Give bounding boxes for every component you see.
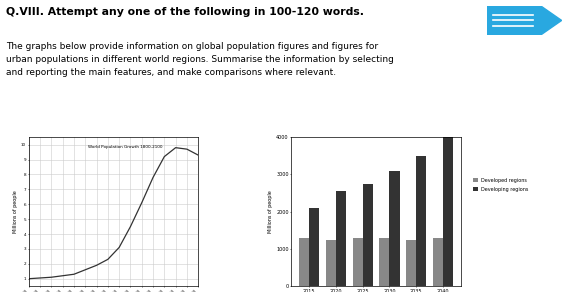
Bar (353, 238, 363, 286)
Bar (416, 156, 426, 286)
Text: World Population Growth 1800-2100: World Population Growth 1800-2100 (88, 145, 162, 149)
Polygon shape (487, 6, 562, 35)
Bar (326, 240, 336, 286)
Bar (433, 238, 443, 286)
Y-axis label: Millions of people: Millions of people (268, 190, 274, 233)
Text: Q.VIII. Attempt any one of the following in 100-120 words.: Q.VIII. Attempt any one of the following… (6, 7, 364, 17)
Text: The graphs below provide information on global population figures and figures fo: The graphs below provide information on … (6, 42, 393, 77)
Bar (406, 240, 416, 286)
Bar (380, 238, 389, 286)
Bar (299, 238, 309, 286)
Bar (363, 184, 373, 286)
Bar (336, 191, 346, 286)
Bar (443, 137, 453, 286)
Bar (309, 208, 320, 286)
Legend: Developed regions, Developing regions: Developed regions, Developing regions (472, 177, 530, 193)
Y-axis label: Millions of people: Millions of people (13, 190, 18, 233)
Bar (389, 171, 400, 286)
